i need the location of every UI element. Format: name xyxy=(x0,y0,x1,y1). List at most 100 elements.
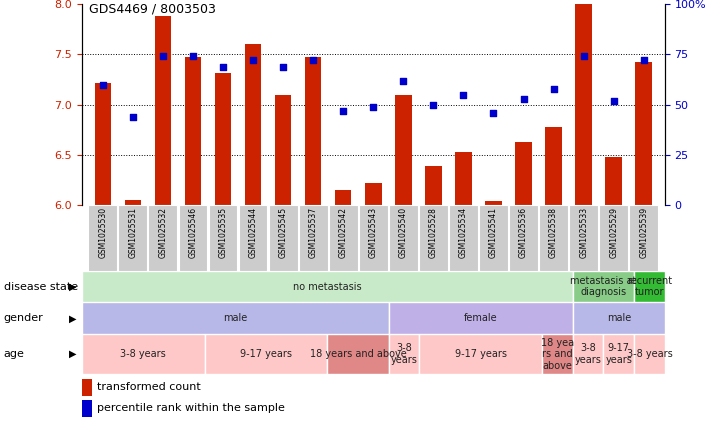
Text: disease state: disease state xyxy=(4,282,77,291)
Bar xyxy=(275,95,292,205)
Text: transformed count: transformed count xyxy=(97,382,201,392)
FancyBboxPatch shape xyxy=(208,205,237,271)
Text: GSM1025546: GSM1025546 xyxy=(188,207,198,258)
Text: GSM1025539: GSM1025539 xyxy=(639,207,648,258)
Bar xyxy=(634,334,665,374)
Bar xyxy=(82,334,205,374)
FancyBboxPatch shape xyxy=(509,205,538,271)
Text: ▶: ▶ xyxy=(68,349,76,359)
Text: GSM1025545: GSM1025545 xyxy=(279,207,288,258)
Text: 18 yea
rs and
above: 18 yea rs and above xyxy=(541,338,574,371)
Bar xyxy=(185,58,201,205)
Text: 9-17 years: 9-17 years xyxy=(240,349,292,359)
Bar xyxy=(636,63,652,205)
Text: ▶: ▶ xyxy=(68,313,76,323)
FancyBboxPatch shape xyxy=(449,205,478,271)
Text: age: age xyxy=(4,349,24,359)
Point xyxy=(518,95,529,102)
Text: GSM1025542: GSM1025542 xyxy=(338,207,348,258)
Point xyxy=(157,53,169,60)
FancyBboxPatch shape xyxy=(359,205,387,271)
Point xyxy=(127,113,139,120)
Bar xyxy=(573,334,604,374)
Bar xyxy=(573,271,634,302)
Text: 9-17
years: 9-17 years xyxy=(605,343,632,365)
Bar xyxy=(327,334,389,374)
Text: GSM1025541: GSM1025541 xyxy=(489,207,498,258)
Bar xyxy=(575,4,592,205)
Bar xyxy=(82,379,92,396)
Bar xyxy=(515,142,532,205)
Text: 3-8 years: 3-8 years xyxy=(120,349,166,359)
Point xyxy=(488,110,499,116)
Bar xyxy=(542,334,573,374)
Point xyxy=(578,53,589,60)
FancyBboxPatch shape xyxy=(88,205,117,271)
Bar xyxy=(455,152,471,205)
Text: GSM1025531: GSM1025531 xyxy=(129,207,137,258)
FancyBboxPatch shape xyxy=(239,205,267,271)
FancyBboxPatch shape xyxy=(479,205,508,271)
FancyBboxPatch shape xyxy=(539,205,568,271)
FancyBboxPatch shape xyxy=(178,205,208,271)
Text: GSM1025544: GSM1025544 xyxy=(249,207,257,258)
Point xyxy=(638,57,649,64)
Bar xyxy=(395,95,412,205)
Text: GSM1025537: GSM1025537 xyxy=(309,207,318,258)
Bar xyxy=(245,44,262,205)
Bar xyxy=(604,334,634,374)
Text: 9-17 years: 9-17 years xyxy=(454,349,507,359)
Text: gender: gender xyxy=(4,313,43,323)
FancyBboxPatch shape xyxy=(419,205,448,271)
Point xyxy=(277,63,289,70)
Bar xyxy=(606,157,622,205)
FancyBboxPatch shape xyxy=(149,205,177,271)
Text: GSM1025536: GSM1025536 xyxy=(519,207,528,258)
Bar xyxy=(124,200,141,205)
Bar xyxy=(82,271,573,302)
Point xyxy=(608,97,619,104)
Point xyxy=(368,103,379,110)
Point xyxy=(97,81,109,88)
Text: GSM1025532: GSM1025532 xyxy=(159,207,167,258)
Text: GSM1025540: GSM1025540 xyxy=(399,207,408,258)
Bar xyxy=(485,201,502,205)
Bar xyxy=(419,334,542,374)
Bar xyxy=(425,166,442,205)
Text: 3-8
years: 3-8 years xyxy=(574,343,602,365)
Text: female: female xyxy=(464,313,498,323)
FancyBboxPatch shape xyxy=(119,205,147,271)
Bar xyxy=(82,302,389,334)
FancyBboxPatch shape xyxy=(629,205,658,271)
Point xyxy=(247,57,259,64)
Text: 18 years and above: 18 years and above xyxy=(309,349,406,359)
Point xyxy=(218,63,229,70)
Bar xyxy=(389,302,573,334)
Text: male: male xyxy=(223,313,247,323)
Point xyxy=(187,53,198,60)
Bar xyxy=(205,334,327,374)
Text: GDS4469 / 8003503: GDS4469 / 8003503 xyxy=(89,2,215,15)
Bar xyxy=(573,302,665,334)
Text: GSM1025538: GSM1025538 xyxy=(549,207,558,258)
Text: GSM1025529: GSM1025529 xyxy=(609,207,618,258)
FancyBboxPatch shape xyxy=(599,205,628,271)
Bar xyxy=(82,400,92,417)
Text: 3-8 years: 3-8 years xyxy=(626,349,673,359)
Point xyxy=(548,85,560,92)
Text: percentile rank within the sample: percentile rank within the sample xyxy=(97,403,285,413)
Point xyxy=(397,77,409,84)
Text: GSM1025533: GSM1025533 xyxy=(579,207,588,258)
Bar xyxy=(155,16,171,205)
Point xyxy=(338,107,349,114)
FancyBboxPatch shape xyxy=(570,205,598,271)
Bar xyxy=(545,127,562,205)
Text: ▶: ▶ xyxy=(68,282,76,291)
Text: 3-8
years: 3-8 years xyxy=(390,343,417,365)
Bar xyxy=(365,183,382,205)
Text: GSM1025530: GSM1025530 xyxy=(98,207,107,258)
FancyBboxPatch shape xyxy=(299,205,328,271)
Bar xyxy=(389,334,419,374)
Point xyxy=(458,91,469,98)
Text: no metastasis: no metastasis xyxy=(293,282,362,291)
